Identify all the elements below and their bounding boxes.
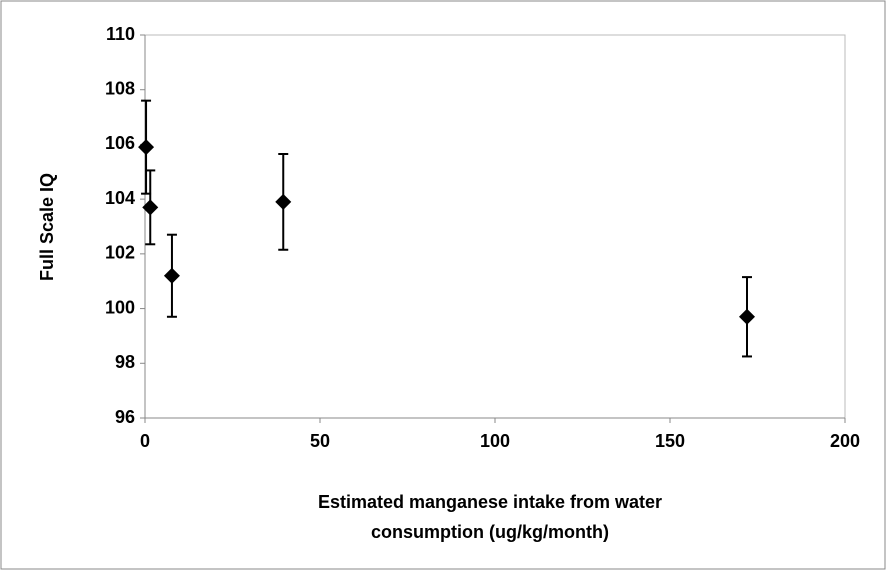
y-tick-label: 100 — [105, 297, 135, 317]
y-tick-label: 110 — [106, 24, 135, 44]
y-tick-label: 104 — [105, 188, 135, 208]
x-axis-label: consumption (ug/kg/month) — [371, 522, 609, 542]
y-tick-label: 106 — [105, 133, 135, 153]
point — [138, 139, 155, 156]
x-tick-label: 200 — [830, 431, 860, 451]
point — [275, 193, 292, 210]
x-tick-label: 100 — [480, 431, 510, 451]
y-tick-label: 96 — [115, 407, 135, 427]
x-tick-label: 50 — [310, 431, 330, 451]
point — [163, 267, 180, 284]
y-tick-label: 108 — [105, 78, 135, 98]
y-tick-label: 102 — [105, 243, 135, 263]
y-axis-label: Full Scale IQ — [37, 173, 57, 281]
point — [142, 199, 159, 216]
point — [739, 308, 755, 325]
y-tick-label: 98 — [115, 352, 135, 372]
x-tick-label: 150 — [655, 431, 685, 451]
x-axis-label: Estimated manganese intake from water — [318, 492, 662, 512]
x-tick-label: 0 — [140, 431, 150, 451]
